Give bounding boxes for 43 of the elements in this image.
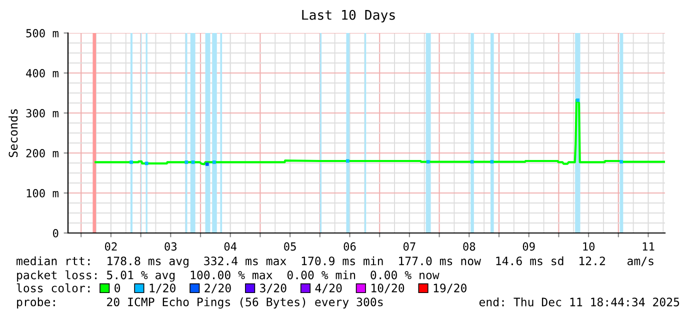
text: probe: 20 ICMP Echo Pings (56 Bytes) every 300s — [17, 297, 383, 309]
point — [490, 160, 494, 164]
point — [576, 98, 580, 102]
point — [191, 160, 195, 164]
y-axis-title: Seconds — [8, 109, 18, 158]
legend-label: 3/20 — [260, 284, 286, 294]
x-tick-label: 08 — [463, 242, 476, 251]
text: packet loss: 5.01 % avg 100.00 % max 0.00 % min 0.00 % now — [17, 270, 440, 282]
x-tick-label: 02 — [104, 242, 117, 251]
legend-label: 1/20 — [150, 284, 176, 294]
point — [212, 160, 216, 164]
legend-label: 4/20 — [315, 284, 342, 294]
point — [620, 160, 624, 164]
point — [144, 162, 148, 166]
point — [184, 160, 188, 164]
x-tick-label: 06 — [344, 242, 356, 251]
y-tick-label: 200 m — [26, 149, 58, 158]
x-tick-label: 04 — [224, 242, 237, 251]
x-tick-label: 09 — [522, 242, 535, 251]
legend-label: 2/20 — [204, 284, 231, 294]
text: median rtt: 178.8 ms avg 332.4 ms max 170.9 ms min 177.0 ms now 14.6 ms sd 12.2 am/s — [16, 256, 654, 268]
text: end: Thu Dec 11 18:44:34 2025 — [479, 297, 680, 306]
point — [470, 160, 474, 164]
y-tick-label: 300 m — [26, 109, 58, 118]
point — [346, 159, 350, 163]
x-tick-label: 05 — [284, 242, 296, 251]
x-tick-label: 03 — [164, 242, 177, 251]
x-tick-label: 10 — [583, 242, 595, 251]
x-tick-label: 11 — [642, 242, 654, 251]
legend-title: loss color: — [16, 283, 90, 292]
point — [130, 160, 133, 164]
y-tick-label: 400 m — [26, 69, 58, 78]
legend-label: 19/20 — [434, 284, 466, 294]
point — [426, 160, 430, 164]
y-tick-label: 500 m — [26, 29, 58, 38]
y-tick-label: 0 — [53, 229, 58, 238]
legend-label: 10/20 — [372, 284, 404, 294]
point — [205, 162, 209, 166]
legend-label: 0 — [114, 284, 120, 292]
x-tick-label: 07 — [403, 242, 416, 251]
line-series — [94, 98, 665, 166]
y-tick-label: 100 m — [26, 189, 58, 198]
chart-title: Last 10 Days — [302, 10, 395, 22]
